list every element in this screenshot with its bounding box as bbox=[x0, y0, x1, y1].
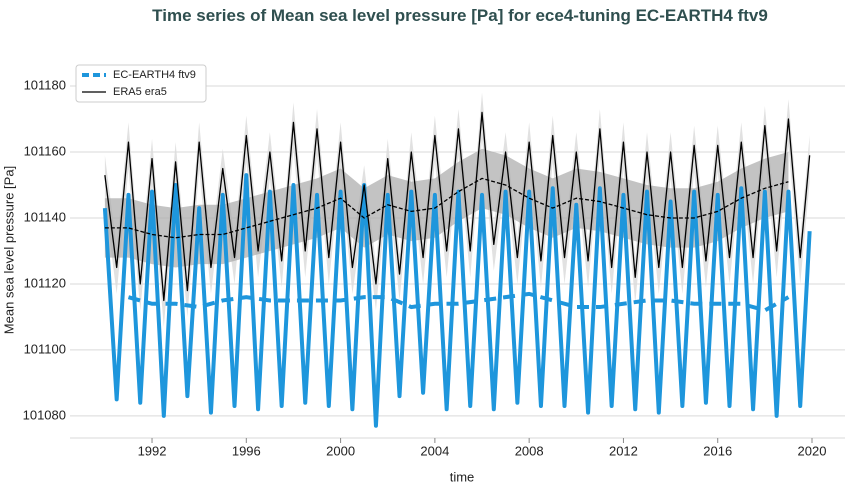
x-tick-label: 2008 bbox=[515, 443, 544, 458]
x-tick-label: 2016 bbox=[703, 443, 732, 458]
x-tick-label: 2004 bbox=[420, 443, 449, 458]
y-axis-label: Mean sea level pressure [Pa] bbox=[1, 166, 16, 334]
running-mean-line bbox=[104, 177, 789, 239]
x-tick-label: 2020 bbox=[798, 443, 827, 458]
band bbox=[104, 148, 789, 268]
legend-box bbox=[75, 64, 207, 103]
legend-label: EC-EARTH4 ftv9 bbox=[113, 69, 196, 81]
y-tick-label: 101100 bbox=[24, 341, 66, 356]
x-tick-label: 1996 bbox=[232, 443, 261, 458]
band bbox=[104, 92, 810, 327]
y-tick-label: 101080 bbox=[23, 407, 66, 422]
y-tick-label: 101120 bbox=[24, 275, 66, 290]
x-axis-label: time bbox=[450, 469, 475, 484]
x-tick-label: 2000 bbox=[326, 443, 355, 458]
legend-label: ERA5 era5 bbox=[113, 86, 167, 98]
y-tick-label: 101180 bbox=[24, 77, 66, 92]
chart-title: Time series of Mean sea level pressure [… bbox=[152, 6, 768, 25]
x-tick-label: 2012 bbox=[609, 443, 638, 458]
running-mean-line bbox=[127, 291, 790, 313]
y-tick-label: 101160 bbox=[24, 143, 66, 158]
series-line bbox=[104, 111, 811, 302]
series-line bbox=[102, 173, 812, 428]
x-tick-label: 1992 bbox=[138, 443, 167, 458]
legend: EC-EARTH4 ftv9 ERA5 era5 bbox=[75, 64, 207, 103]
y-tick-label: 101140 bbox=[24, 209, 66, 224]
